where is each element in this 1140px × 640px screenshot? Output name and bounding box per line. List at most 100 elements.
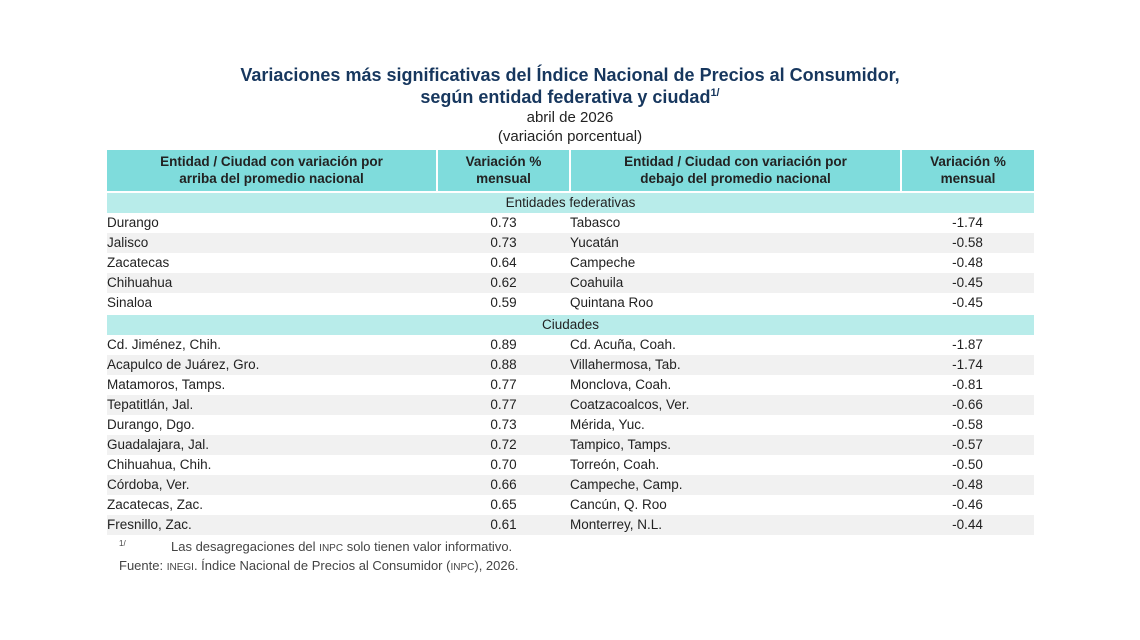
- below-variation-cell: -1.74: [952, 215, 983, 230]
- below-variation-cell: -0.45: [901, 273, 1034, 293]
- above-variation-cell: 0.73: [490, 215, 517, 230]
- table-row: Durango, Dgo. 0.73 Mérida, Yuc. -0.58: [107, 415, 1034, 435]
- title-block: Variaciones más significativas del Índic…: [0, 64, 1140, 146]
- above-entity-cell: Fresnillo, Zac.: [107, 515, 437, 535]
- table-row: Córdoba, Ver. 0.66 Campeche, Camp. -0.48: [107, 475, 1034, 495]
- above-entity-cell: Durango, Dgo.: [107, 417, 195, 432]
- report-subtitle: según entidad federativa y ciudad1/: [0, 86, 1140, 108]
- below-entity-cell: Mérida, Yuc.: [570, 417, 645, 432]
- footnote-text-b: solo tienen valor informativo.: [343, 539, 513, 554]
- below-variation-cell: -0.46: [952, 497, 983, 512]
- below-entity-cell: Cd. Acuña, Coah.: [570, 337, 676, 352]
- below-variation-cell: -0.57: [901, 435, 1034, 455]
- table-body: Entidades federativas Durango 0.73 Tabasco -…: [107, 191, 1034, 535]
- below-variation-cell: -0.48: [901, 475, 1034, 495]
- source-label: Fuente:: [119, 558, 167, 573]
- above-variation-cell: 0.65: [490, 497, 517, 512]
- above-variation-cell: 0.66: [437, 475, 570, 495]
- footnote-text-a: Las desagregaciones del: [171, 539, 320, 554]
- table-row: Fresnillo, Zac. 0.61 Monterrey, N.L. -0.44: [107, 515, 1034, 535]
- above-entity-cell: Guadalajara, Jal.: [107, 435, 437, 455]
- below-entity-cell: Quintana Roo: [570, 295, 654, 310]
- header-above-entity: Entidad / Ciudad con variación por arrib…: [107, 150, 438, 191]
- above-variation-cell: 0.64: [490, 255, 517, 270]
- above-variation-cell: 0.59: [490, 295, 517, 310]
- notes-block: 1/Las desagregaciones del INPC solo tien…: [119, 538, 518, 576]
- table-row: Chihuahua 0.62 Coahuila -0.45: [107, 273, 1034, 293]
- below-variation-cell: -0.45: [952, 295, 983, 310]
- below-variation-cell: -1.74: [901, 355, 1034, 375]
- source-org: INEGI: [166, 562, 194, 573]
- source-abbr: INPC: [450, 562, 475, 573]
- below-variation-cell: -0.58: [901, 233, 1034, 253]
- above-variation-cell: 0.62: [437, 273, 570, 293]
- table-header-row: Entidad / Ciudad con variación por arrib…: [107, 150, 1034, 191]
- below-entity-cell: Cancún, Q. Roo: [570, 497, 667, 512]
- above-entity-cell: Zacatecas, Zac.: [107, 497, 204, 512]
- above-entity-cell: Cd. Jiménez, Chih.: [107, 337, 222, 352]
- above-variation-cell: 0.73: [490, 417, 517, 432]
- below-entity-cell: Torreón, Coah.: [570, 457, 660, 472]
- above-variation-cell: 0.88: [437, 355, 570, 375]
- below-variation-cell: -0.48: [952, 255, 983, 270]
- below-entity-cell: Tampico, Tamps.: [570, 435, 901, 455]
- below-variation-cell: -0.81: [952, 377, 983, 392]
- above-entity-cell: Chihuahua: [107, 273, 437, 293]
- inpc-variation-table: Entidad / Ciudad con variación por arrib…: [107, 150, 1034, 535]
- source-text: . Índice Nacional de Precios al Consumid…: [193, 558, 451, 573]
- table-row: Guadalajara, Jal. 0.72 Tampico, Tamps. -0.5…: [107, 435, 1034, 455]
- section-header: Entidades federativas: [107, 193, 1034, 213]
- above-variation-cell: 0.73: [437, 233, 570, 253]
- above-variation-cell: 0.61: [437, 515, 570, 535]
- report-period: abril de 2026: [526, 109, 614, 126]
- above-entity-cell: Córdoba, Ver.: [107, 475, 437, 495]
- below-entity-cell: Monclova, Coah.: [570, 377, 672, 392]
- above-entity-cell: Zacatecas: [107, 255, 170, 270]
- section-header-row: Ciudades: [107, 315, 1034, 335]
- above-variation-cell: 0.70: [490, 457, 517, 472]
- below-entity-cell: Campeche: [570, 255, 636, 270]
- section-header: Ciudades: [107, 315, 1034, 335]
- subtitle-text: según entidad federativa y ciudad: [420, 87, 711, 107]
- report-title: Variaciones más significativas del Índic…: [240, 65, 900, 85]
- table-row: Tepatitlán, Jal. 0.77 Coatzacoalcos, Ver. -…: [107, 395, 1034, 415]
- below-entity-cell: Yucatán: [570, 233, 901, 253]
- source-text-end: ), 2026.: [474, 558, 519, 573]
- above-entity-cell: Sinaloa: [107, 295, 153, 310]
- above-variation-cell: 0.77: [437, 395, 570, 415]
- table-row: Sinaloa 0.59 Quintana Roo -0.45: [107, 293, 1034, 313]
- below-variation-cell: -0.44: [901, 515, 1034, 535]
- below-entity-cell: Coatzacoalcos, Ver.: [570, 395, 901, 415]
- header-below-variation: Variación % mensual: [901, 150, 1034, 191]
- below-variation-cell: -0.50: [952, 457, 983, 472]
- header-above-variation: Variación % mensual: [437, 150, 571, 191]
- below-entity-cell: Monterrey, N.L.: [570, 515, 901, 535]
- above-entity-cell: Jalisco: [107, 233, 437, 253]
- table-row: Durango 0.73 Tabasco -1.74: [107, 213, 1034, 233]
- table-row: Cd. Jiménez, Chih. 0.89 Cd. Acuña, Coah. -1…: [107, 335, 1034, 355]
- below-entity-cell: Villahermosa, Tab.: [570, 355, 901, 375]
- footnote: 1/Las desagregaciones del INPC solo tien…: [119, 538, 518, 557]
- above-entity-cell: Acapulco de Juárez, Gro.: [107, 355, 437, 375]
- footnote-abbr: INPC: [319, 543, 344, 554]
- below-entity-cell: Tabasco: [570, 215, 621, 230]
- above-entity-cell: Matamoros, Tamps.: [107, 377, 226, 392]
- above-entity-cell: Chihuahua, Chih.: [107, 457, 212, 472]
- below-variation-cell: -0.66: [901, 395, 1034, 415]
- table-row: Acapulco de Juárez, Gro. 0.88 Villahermosa…: [107, 355, 1034, 375]
- table-row: Chihuahua, Chih. 0.70 Torreón, Coah. -0.50: [107, 455, 1034, 475]
- table-row: Zacatecas, Zac. 0.65 Cancún, Q. Roo -0.46: [107, 495, 1034, 515]
- footnote-mark: 1/: [119, 539, 126, 548]
- header-below-entity: Entidad / Ciudad con variación por debaj…: [570, 150, 902, 191]
- above-entity-cell: Durango: [107, 215, 159, 230]
- above-variation-cell: 0.77: [490, 377, 517, 392]
- section-header-row: Entidades federativas: [107, 193, 1034, 213]
- source-line: Fuente: INEGI. Índice Nacional de Precio…: [119, 557, 518, 576]
- table-row: Zacatecas 0.64 Campeche -0.48: [107, 253, 1034, 273]
- table-row: Matamoros, Tamps. 0.77 Monclova, Coah. -0.8…: [107, 375, 1034, 395]
- table-row: Jalisco 0.73 Yucatán -0.58: [107, 233, 1034, 253]
- subtitle-footnote-mark: 1/: [710, 87, 720, 99]
- below-variation-cell: -1.87: [952, 337, 983, 352]
- above-entity-cell: Tepatitlán, Jal.: [107, 395, 437, 415]
- below-entity-cell: Campeche, Camp.: [570, 475, 901, 495]
